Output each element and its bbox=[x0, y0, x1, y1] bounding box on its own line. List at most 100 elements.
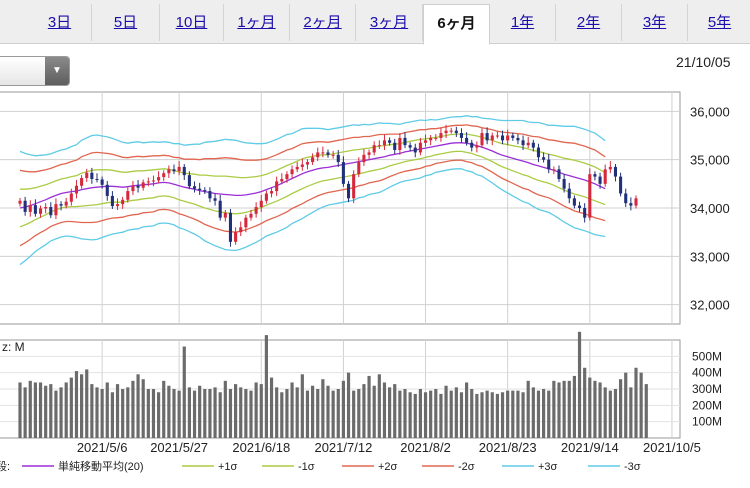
volume-bar bbox=[644, 384, 648, 438]
candle-body bbox=[85, 172, 89, 179]
volume-bar bbox=[362, 384, 366, 438]
candle-body bbox=[228, 212, 233, 242]
date-readout: 21/10/05 bbox=[676, 54, 731, 70]
candle-body bbox=[352, 174, 356, 199]
volume-bar bbox=[583, 367, 587, 438]
tab-8[interactable]: 2年 bbox=[556, 4, 622, 41]
candle-body bbox=[203, 190, 207, 192]
candle-body bbox=[121, 199, 125, 205]
candle-body bbox=[23, 200, 27, 212]
candle-body bbox=[218, 200, 222, 218]
volume-bar bbox=[275, 387, 279, 438]
volume-bar bbox=[239, 387, 243, 438]
candle-body bbox=[495, 135, 499, 137]
candle-body bbox=[336, 154, 340, 163]
volume-bar bbox=[100, 389, 104, 438]
volume-bar bbox=[336, 389, 340, 438]
legend-label: +2σ bbox=[378, 461, 398, 473]
candle-body bbox=[511, 135, 515, 138]
candle-body bbox=[239, 227, 243, 233]
volume-bar bbox=[465, 382, 469, 438]
candle-body bbox=[613, 166, 618, 177]
candle-body bbox=[131, 185, 135, 192]
volume-bar bbox=[228, 389, 233, 438]
volume-bar bbox=[208, 389, 212, 438]
candle-body bbox=[567, 188, 571, 199]
candle-body bbox=[634, 198, 638, 206]
candle-body bbox=[480, 133, 484, 146]
tab-9[interactable]: 3年 bbox=[622, 4, 688, 41]
volume-bar bbox=[223, 380, 227, 438]
volume-bar bbox=[480, 392, 484, 438]
tab-6[interactable]: 6ヶ月 bbox=[423, 4, 490, 45]
volume-tick-label: 500M bbox=[692, 349, 722, 363]
volume-bar bbox=[151, 389, 156, 438]
volume-bar bbox=[470, 389, 474, 438]
candle-body bbox=[547, 159, 551, 170]
volume-bar bbox=[603, 387, 607, 438]
volume-bar bbox=[418, 389, 422, 438]
tab-3[interactable]: 1ヶ月 bbox=[224, 4, 290, 41]
candle-body bbox=[444, 130, 448, 134]
band-minus-2-sigma bbox=[19, 159, 606, 247]
volume-bar bbox=[316, 389, 320, 438]
candle-body bbox=[254, 207, 258, 214]
volume-bar bbox=[608, 390, 612, 438]
volume-bar bbox=[516, 390, 520, 438]
date-tick-label: 2021/6/18 bbox=[232, 440, 290, 455]
tab-4[interactable]: 2ヶ月 bbox=[290, 4, 356, 41]
candle-body bbox=[146, 181, 150, 183]
volume-bar bbox=[64, 382, 68, 438]
volume-bar bbox=[557, 382, 561, 438]
volume-bar bbox=[49, 384, 53, 438]
candle-body bbox=[162, 173, 166, 178]
tab-10[interactable]: 5年 bbox=[688, 4, 750, 41]
volume-bar bbox=[54, 390, 58, 438]
candle-body bbox=[608, 166, 612, 170]
tab-1[interactable]: 5日 bbox=[92, 4, 160, 41]
volume-bar bbox=[500, 392, 505, 438]
tab-2[interactable]: 10日 bbox=[160, 4, 224, 41]
volume-bar bbox=[619, 379, 623, 438]
legend-label: -2σ bbox=[458, 461, 475, 473]
volume-bar bbox=[110, 392, 114, 438]
candle-body bbox=[95, 179, 99, 180]
candle-body bbox=[382, 140, 387, 146]
volume-bar bbox=[44, 385, 48, 438]
candle-body bbox=[536, 147, 541, 158]
volume-bar bbox=[254, 382, 258, 438]
candle-body bbox=[80, 178, 84, 186]
volume-bar bbox=[218, 392, 222, 438]
volume-bar bbox=[454, 387, 458, 438]
volume-bar bbox=[439, 393, 443, 438]
candle-body bbox=[151, 180, 156, 182]
legend-prefix: 段: bbox=[0, 459, 10, 473]
candle-body bbox=[316, 152, 320, 158]
volume-bar bbox=[305, 390, 310, 438]
candle-body bbox=[28, 205, 32, 212]
candle-body bbox=[475, 145, 479, 148]
candle-body bbox=[326, 152, 330, 155]
period-dropdown[interactable]: ▼ bbox=[0, 56, 70, 86]
band-plus-3-sigma bbox=[19, 115, 606, 157]
tab-7[interactable]: 1年 bbox=[490, 4, 556, 41]
volume-bar bbox=[521, 392, 525, 438]
candle-body bbox=[115, 204, 120, 207]
volume-bar bbox=[28, 380, 32, 438]
tab-5[interactable]: 3ヶ月 bbox=[356, 4, 423, 41]
volume-bar bbox=[547, 390, 551, 438]
candle-body bbox=[490, 135, 494, 141]
candle-body bbox=[305, 162, 310, 165]
candle-body bbox=[244, 217, 248, 228]
candle-body bbox=[59, 204, 63, 206]
candle-body bbox=[588, 174, 592, 218]
tab-0[interactable]: 3日 bbox=[28, 4, 92, 41]
candle-body bbox=[423, 140, 428, 143]
volume-tick-label: 300M bbox=[692, 382, 722, 396]
volume-bar bbox=[167, 385, 171, 438]
candle-body bbox=[603, 169, 607, 184]
volume-bar bbox=[475, 393, 479, 438]
volume-bar bbox=[429, 390, 433, 438]
candle-body bbox=[223, 212, 227, 218]
candle-body bbox=[408, 145, 412, 148]
